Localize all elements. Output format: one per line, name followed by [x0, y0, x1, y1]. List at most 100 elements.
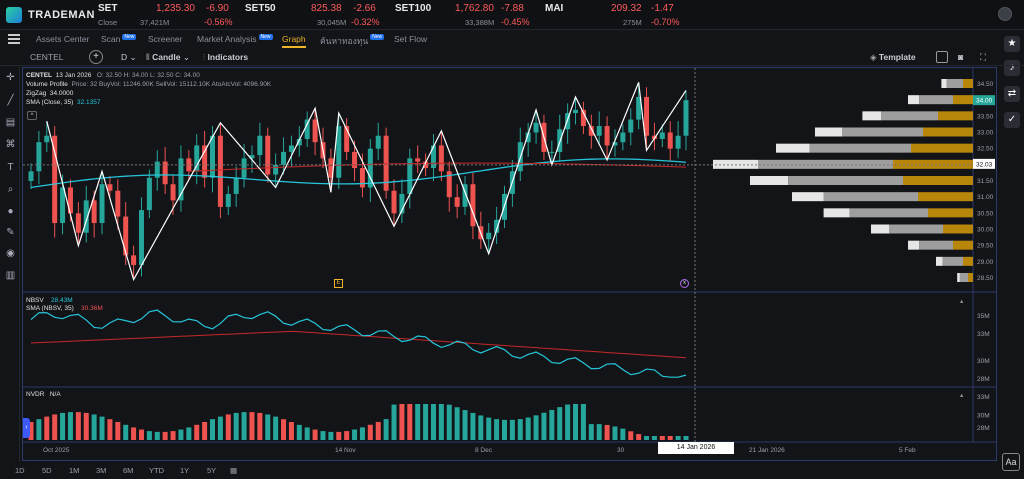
trademan-logo[interactable]: TRADEMAN	[6, 6, 94, 24]
interval-select[interactable]: D ⌄	[121, 52, 137, 62]
checklist-icon[interactable]: ✓	[1004, 112, 1020, 128]
nbsv-sma-line	[30, 330, 687, 359]
nvdr-bar	[241, 412, 247, 440]
nvdr-bar	[288, 422, 294, 440]
chart-area[interactable]: 34.5034.0033.5033.0032.5032.0031.5031.00…	[22, 67, 997, 461]
candle-body	[60, 187, 66, 224]
period-5y[interactable]: 5Y	[207, 466, 217, 475]
candle-body	[83, 200, 89, 233]
camera-icon[interactable]: ◙	[958, 52, 964, 62]
eye-icon[interactable]: ◉	[6, 248, 15, 259]
collapse-panel-icon[interactable]: ‹	[23, 418, 30, 438]
index-mai[interactable]: MAI 209.32 -1.47 275M -0.70%	[545, 3, 685, 29]
dot-icon[interactable]: ●	[7, 206, 14, 217]
candle-body	[249, 155, 255, 159]
bell-icon[interactable]: ♪	[1004, 60, 1020, 76]
template-button[interactable]: ◈ Template	[870, 52, 916, 62]
nvdr-bar	[367, 424, 373, 440]
index-volume: 37,421M	[140, 18, 170, 27]
fib-icon[interactable]: ▤	[5, 117, 16, 128]
period-ytd[interactable]: YTD	[149, 466, 164, 475]
candle-body	[273, 164, 279, 175]
last-price-label: 34.00	[976, 98, 993, 105]
tab-fund-search[interactable]: ค้นหาทองทุน New	[320, 34, 385, 46]
candle-body	[344, 126, 350, 152]
period-1m[interactable]: 1M	[69, 466, 80, 475]
trendline-icon[interactable]: ╱	[7, 95, 14, 106]
nvdr-bar	[486, 417, 492, 440]
zoom-icon[interactable]: ⌕	[7, 184, 14, 195]
chart-type-select[interactable]: ⦀ Candle ⌄	[146, 52, 190, 62]
crosshair-icon[interactable]: ✛	[6, 72, 15, 83]
nvdr-bar	[399, 404, 405, 440]
nvdr-bar	[162, 431, 168, 440]
sma-price-badge	[973, 158, 995, 169]
index-set[interactable]: SET 1,235.30 -6.90 Close 37,421M -0.56%	[98, 3, 238, 29]
candle-body	[525, 132, 531, 143]
vp-sell-bar	[959, 273, 968, 282]
legend-sma[interactable]: SMA (Close, 35) 32.1357	[26, 99, 101, 106]
tab-graph[interactable]: Graph	[282, 34, 306, 48]
vp-sell-light-bar	[871, 224, 889, 234]
tab-set-flow[interactable]: Set Flow	[394, 34, 428, 44]
collapse-legend-icon[interactable]: ^	[27, 111, 37, 120]
legend-nbsv-sma[interactable]: SMA (NBSV, 35) 30.36M	[26, 305, 103, 312]
star-icon[interactable]: ★	[1004, 36, 1020, 52]
vp-sell-light-bar	[823, 208, 850, 218]
candle-body	[210, 135, 216, 178]
index-set50[interactable]: SET50 825.38 -2.66 30,045M -0.32%	[245, 3, 385, 29]
text-icon[interactable]: T	[7, 162, 14, 173]
period-6m[interactable]: 6M	[123, 466, 134, 475]
nvdr-bar	[36, 419, 42, 440]
nvdr-bar	[52, 414, 58, 440]
legend-zigzag[interactable]: ZigZag 34.0000	[26, 90, 74, 97]
panel-arrow-icon[interactable]: ▴	[960, 392, 964, 399]
layout-button[interactable]	[936, 51, 948, 63]
pattern-icon[interactable]: ⌘	[5, 139, 16, 150]
tab-screener[interactable]: Screener	[148, 34, 183, 44]
tab-scan[interactable]: Scan New	[101, 34, 137, 44]
nvdr-bar	[265, 414, 271, 440]
vp-buy-bar	[953, 95, 973, 105]
candle-body	[423, 161, 429, 169]
legend-nvdr[interactable]: NVDR N/A	[26, 391, 61, 398]
symbol-field[interactable]: CENTEL	[30, 52, 64, 62]
trash-icon[interactable]: ▥	[5, 270, 16, 281]
swap-icon[interactable]: ⇄	[1004, 86, 1020, 102]
period-1d[interactable]: 1D	[15, 466, 25, 475]
vp-sell-bar	[942, 256, 963, 266]
candle-body	[44, 135, 50, 143]
panel-arrow-icon[interactable]: ▴	[960, 298, 964, 305]
calendar-icon[interactable]: ▦	[230, 466, 238, 475]
nvdr-tick-label: 30M	[977, 413, 990, 420]
tab-market-analysis[interactable]: Market Analysis New	[197, 34, 273, 44]
nvdr-bar	[423, 404, 429, 440]
font-size-button[interactable]: Aa	[1002, 453, 1020, 471]
menu-icon[interactable]	[8, 34, 20, 44]
time-tick-label: 30	[617, 447, 625, 454]
candle-body	[265, 135, 271, 175]
nvdr-bar	[604, 424, 610, 440]
user-avatar-icon[interactable]	[998, 7, 1012, 21]
logo-mark-icon	[6, 7, 22, 23]
period-1y[interactable]: 1Y	[180, 466, 190, 475]
vp-buy-bar	[911, 143, 973, 153]
legend-volume-profile[interactable]: Volume Profile Price: 32 BuyVol: 11246.9…	[26, 81, 272, 88]
earnings-marker[interactable]: E	[334, 279, 343, 288]
dividend-marker[interactable]: x	[680, 279, 689, 288]
add-symbol-button[interactable]: +	[89, 50, 103, 64]
nvdr-bar	[99, 416, 105, 440]
index-set100[interactable]: SET100 1,762.80 -7.88 33,388M -0.45%	[395, 3, 535, 29]
candle-body	[494, 219, 500, 233]
index-percent: -0.70%	[651, 17, 680, 27]
candle-body	[194, 145, 200, 172]
period-5d[interactable]: 5D	[42, 466, 52, 475]
fullscreen-icon[interactable]: ⛶	[980, 52, 986, 62]
indicators-button[interactable]: ⫶ Indicators	[203, 52, 249, 62]
vp-sell-bar	[919, 95, 953, 105]
tab-assets-center[interactable]: Assets Center	[36, 34, 90, 44]
candle-body	[52, 135, 58, 224]
period-3m[interactable]: 3M	[96, 466, 107, 475]
legend-nbsv[interactable]: NBSV 28.43M	[26, 297, 73, 304]
ruler-icon[interactable]: ✎	[6, 227, 15, 238]
